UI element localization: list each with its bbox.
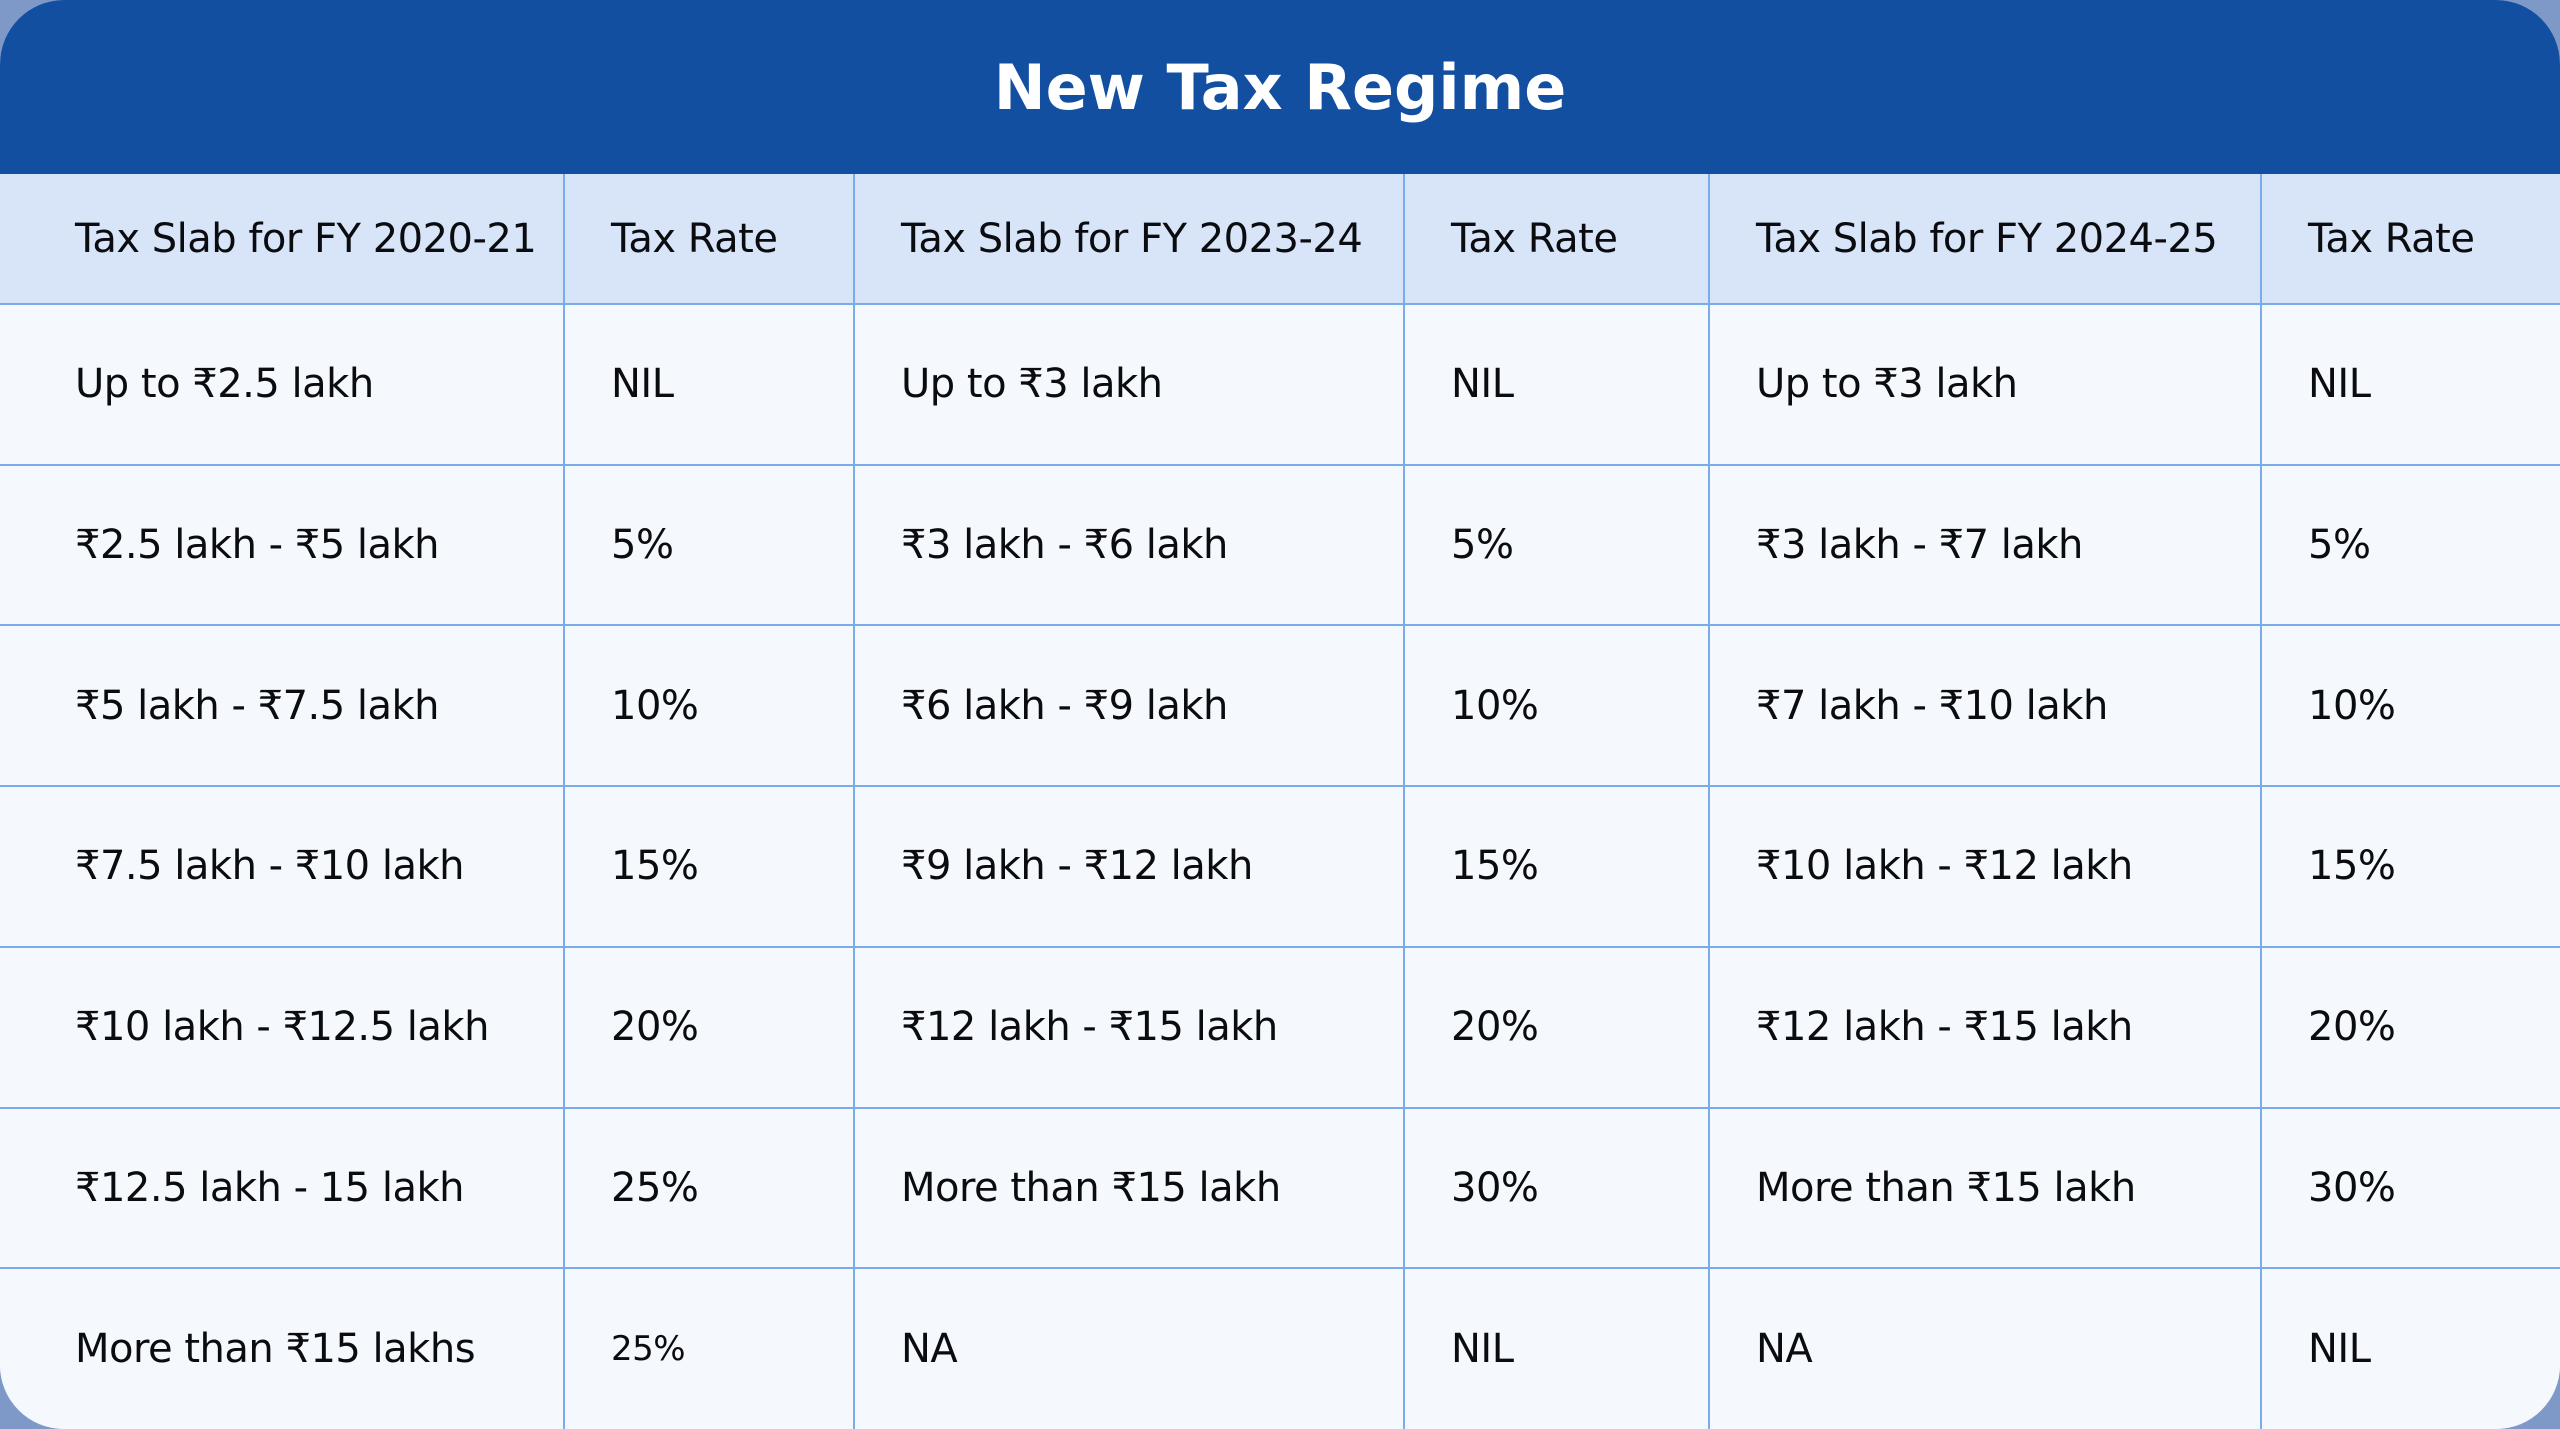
table-row: ₹7.5 lakh - ₹10 lakh 15% ₹9 lakh - ₹12 l… bbox=[0, 785, 2560, 947]
slab-cell: ₹12 lakh - ₹15 lakh bbox=[853, 945, 1404, 1108]
rate-cell: 15% bbox=[563, 785, 854, 947]
header-tax-rate-fy-2023-24: Tax Rate bbox=[1403, 174, 1709, 304]
table-body: Up to ₹2.5 lakh NIL Up to ₹3 lakh NIL Up… bbox=[0, 303, 2560, 1429]
slab-cell: More than ₹15 lakh bbox=[1708, 1106, 2261, 1269]
rate-cell: NIL bbox=[1403, 303, 1709, 465]
rate-cell: 5% bbox=[2260, 463, 2560, 626]
rate-cell: NIL bbox=[1403, 1267, 1709, 1429]
header-tax-slab-fy-2023-24: Tax Slab for FY 2023-24 bbox=[853, 174, 1404, 304]
rate-cell: 20% bbox=[1403, 945, 1709, 1108]
rate-cell: 20% bbox=[2260, 945, 2560, 1108]
slab-cell: ₹7.5 lakh - ₹10 lakh bbox=[0, 785, 564, 947]
slab-cell: ₹9 lakh - ₹12 lakh bbox=[853, 785, 1404, 947]
title-bar: New Tax Regime bbox=[0, 0, 2560, 174]
slab-cell: ₹12.5 lakh - 15 lakh bbox=[0, 1106, 564, 1269]
rate-cell: 5% bbox=[1403, 463, 1709, 626]
table-row: ₹12.5 lakh - 15 lakh 25% More than ₹15 l… bbox=[0, 1106, 2560, 1269]
page-title: New Tax Regime bbox=[993, 50, 1567, 124]
rate-cell: 30% bbox=[2260, 1106, 2560, 1269]
rate-cell: 15% bbox=[2260, 785, 2560, 947]
slab-cell: ₹6 lakh - ₹9 lakh bbox=[853, 624, 1404, 787]
table-row: ₹10 lakh - ₹12.5 lakh 20% ₹12 lakh - ₹15… bbox=[0, 945, 2560, 1108]
header-tax-slab-fy-2024-25: Tax Slab for FY 2024-25 bbox=[1708, 174, 2261, 304]
tax-slab-table: Tax Slab for FY 2020-21 Tax Rate Tax Sla… bbox=[0, 174, 2560, 1429]
table-row: Up to ₹2.5 lakh NIL Up to ₹3 lakh NIL Up… bbox=[0, 303, 2560, 465]
header-tax-rate-fy-2024-25: Tax Rate bbox=[2260, 174, 2560, 304]
rate-cell: 15% bbox=[1403, 785, 1709, 947]
slab-cell: Up to ₹3 lakh bbox=[1708, 303, 2261, 465]
rate-cell: NIL bbox=[563, 303, 854, 465]
slab-cell: NA bbox=[853, 1267, 1404, 1429]
slab-cell: Up to ₹3 lakh bbox=[853, 303, 1404, 465]
table-row: More than ₹15 lakhs 25% NA NIL NA NIL bbox=[0, 1267, 2560, 1429]
slab-cell: ₹7 lakh - ₹10 lakh bbox=[1708, 624, 2261, 787]
slab-cell: Up to ₹2.5 lakh bbox=[0, 303, 564, 465]
rate-cell: 25% bbox=[563, 1267, 854, 1429]
slab-cell: ₹5 lakh - ₹7.5 lakh bbox=[0, 624, 564, 787]
header-tax-slab-fy-2020-21: Tax Slab for FY 2020-21 bbox=[0, 174, 564, 304]
header-tax-rate-fy-2020-21: Tax Rate bbox=[563, 174, 854, 304]
rate-cell: 20% bbox=[563, 945, 854, 1108]
rate-cell: 30% bbox=[1403, 1106, 1709, 1269]
slab-cell: More than ₹15 lakh bbox=[853, 1106, 1404, 1269]
rate-cell: 10% bbox=[563, 624, 854, 787]
table-row: ₹5 lakh - ₹7.5 lakh 10% ₹6 lakh - ₹9 lak… bbox=[0, 624, 2560, 787]
slab-cell: More than ₹15 lakhs bbox=[0, 1267, 564, 1429]
rate-cell: 10% bbox=[2260, 624, 2560, 787]
rate-cell: NIL bbox=[2260, 303, 2560, 465]
rate-cell: 25% bbox=[563, 1106, 854, 1269]
rate-cell: 5% bbox=[563, 463, 854, 626]
slab-cell: ₹12 lakh - ₹15 lakh bbox=[1708, 945, 2261, 1108]
slab-cell: ₹3 lakh - ₹6 lakh bbox=[853, 463, 1404, 626]
rate-cell: NIL bbox=[2260, 1267, 2560, 1429]
slab-cell: ₹3 lakh - ₹7 lakh bbox=[1708, 463, 2261, 626]
table-header-row: Tax Slab for FY 2020-21 Tax Rate Tax Sla… bbox=[0, 174, 2560, 304]
rate-cell: 10% bbox=[1403, 624, 1709, 787]
slab-cell: ₹2.5 lakh - ₹5 lakh bbox=[0, 463, 564, 626]
slab-cell: ₹10 lakh - ₹12 lakh bbox=[1708, 785, 2261, 947]
slab-cell: ₹10 lakh - ₹12.5 lakh bbox=[0, 945, 564, 1108]
slab-cell: NA bbox=[1708, 1267, 2261, 1429]
table-row: ₹2.5 lakh - ₹5 lakh 5% ₹3 lakh - ₹6 lakh… bbox=[0, 463, 2560, 626]
